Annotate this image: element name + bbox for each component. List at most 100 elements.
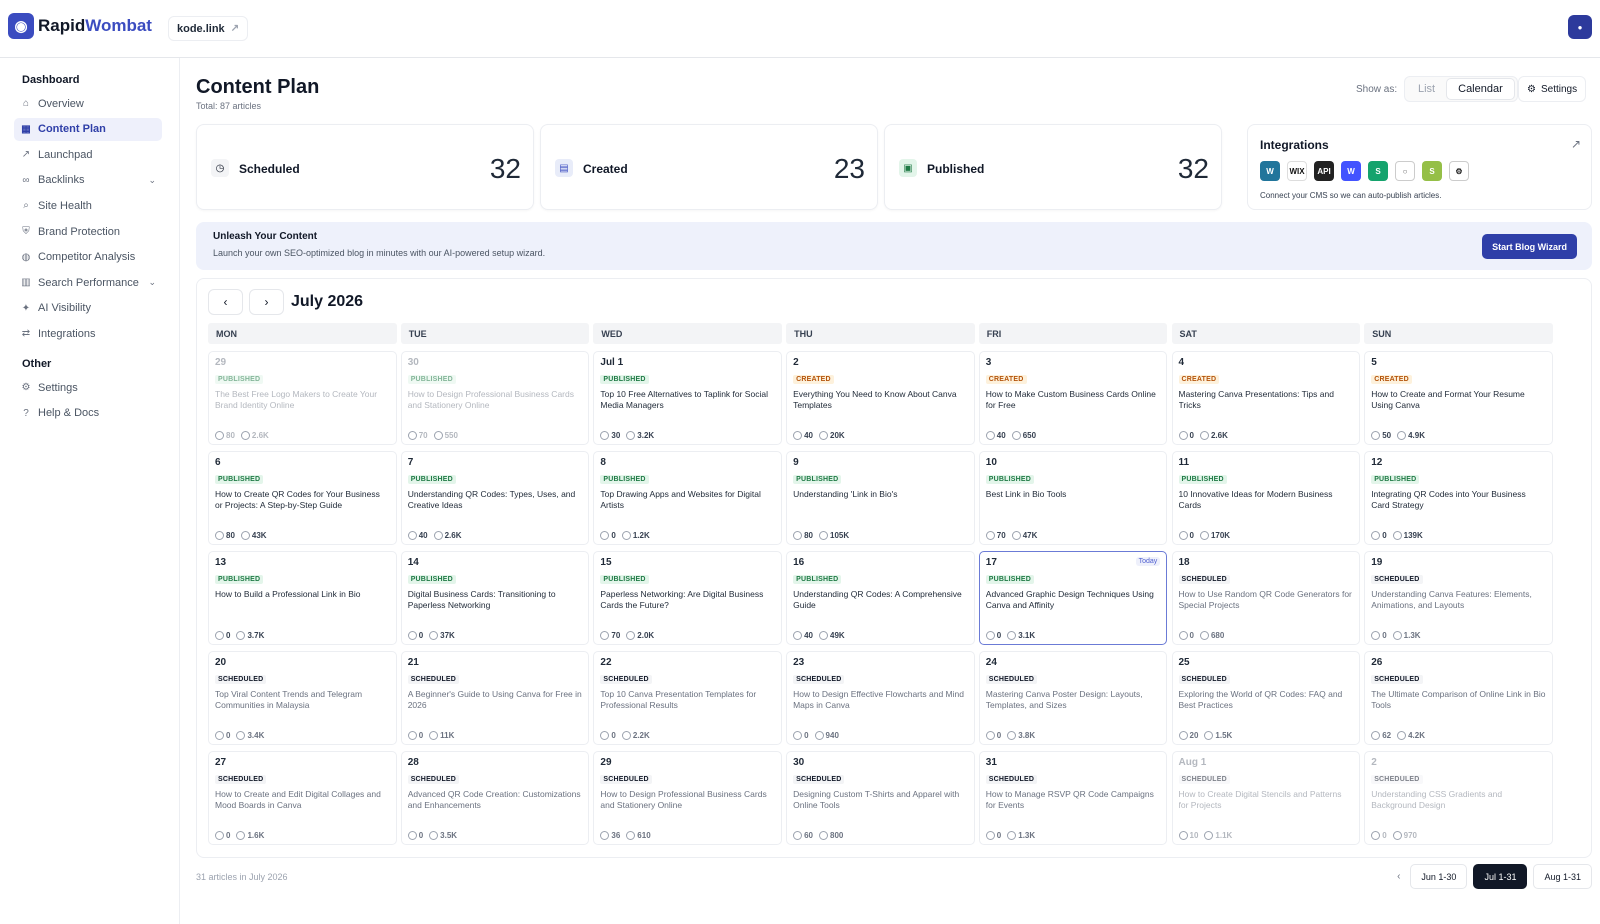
calendar-day-cell[interactable]: 11 PUBLISHED 10 Innovative Ideas for Moder…	[1171, 451, 1360, 545]
sidebar-item-settings[interactable]: ⚙ Settings	[14, 376, 162, 399]
calendar-day-cell[interactable]: 28 SCHEDULED Advanced QR Code Creation: Cu…	[400, 751, 590, 845]
article-title[interactable]: Mastering Canva Poster Design: Layouts, …	[985, 689, 1143, 710]
calendar-day-cell[interactable]: 10 PUBLISHED Best Link in Bio Tools 70 47K	[978, 451, 1168, 545]
article-title[interactable]: Understanding QR Codes: Types, Uses, and…	[407, 489, 576, 510]
stat-card-published[interactable]: ▣ Published 32	[884, 124, 1222, 210]
calendar-day-cell[interactable]: 16 PUBLISHED Understanding QR Codes: A Com…	[786, 551, 975, 645]
sidebar-item-brand-protection[interactable]: ⛨ Brand Protection	[14, 220, 162, 243]
stat-card-scheduled[interactable]: ◷ Scheduled 32	[196, 124, 534, 210]
calendar-day-cell[interactable]: 29 PUBLISHED The Best Free Logo Makers to …	[208, 351, 397, 445]
sidebar-item-backlinks[interactable]: ∞ Backlinks ⌄	[14, 169, 162, 192]
article-title[interactable]: How to Design Professional Business Card…	[600, 789, 767, 810]
article-title[interactable]: How to Manage RSVP QR Code Campaigns for…	[985, 789, 1154, 810]
stat-card-created[interactable]: ▤ Created 23	[540, 124, 878, 210]
article-title[interactable]: Top 10 Free Alternatives to Taplink for …	[600, 389, 768, 410]
article-title[interactable]: How to Build a Professional Link in Bio	[215, 589, 361, 599]
calendar-day-cell[interactable]: 5 CREATED How to Create and Format Your Re…	[1364, 351, 1553, 445]
sidebar-item-site-health[interactable]: ⌕ Site Health	[14, 194, 162, 217]
calendar-day-cell[interactable]: 25 SCHEDULED Exploring the World of QR Cod…	[1171, 651, 1360, 745]
sidebar-item-search-performance[interactable]: ▥ Search Performance ⌄	[14, 271, 162, 294]
calendar-day-cell[interactable]: Aug 1 SCHEDULED How to Create Digital Sten…	[1171, 751, 1360, 845]
wix-icon[interactable]: WIX	[1287, 161, 1307, 181]
article-title[interactable]: Understanding 'Link in Bio's	[793, 489, 898, 499]
calendar-day-cell[interactable]: 30 SCHEDULED Designing Custom T-Shirts and…	[786, 751, 975, 845]
shopify-s-icon[interactable]: S	[1368, 161, 1388, 181]
chevron-left-icon[interactable]: ‹	[1397, 871, 1401, 882]
sidebar-item-content-plan[interactable]: ▦ Content Plan	[14, 117, 162, 141]
calendar-view-button[interactable]: Calendar	[1446, 78, 1515, 100]
page-aug[interactable]: Aug 1-31	[1533, 864, 1592, 889]
sidebar-item-help-docs[interactable]: ? Help & Docs	[14, 402, 162, 425]
calendar-day-cell[interactable]: 27 SCHEDULED How to Create and Edit Digita…	[208, 751, 397, 845]
article-title[interactable]: How to Use Random QR Code Generators for…	[1178, 589, 1352, 610]
article-title[interactable]: How to Create QR Codes for Your Business…	[215, 489, 380, 510]
sidebar-item-overview[interactable]: ⌂ Overview	[14, 92, 162, 115]
article-title[interactable]: Understanding CSS Gradients and Backgrou…	[1371, 789, 1503, 810]
prev-month-button[interactable]: ‹	[208, 289, 243, 315]
article-title[interactable]: Exploring the World of QR Codes: FAQ and…	[1178, 689, 1343, 710]
webhook-icon[interactable]: ⚙	[1449, 161, 1469, 181]
article-title[interactable]: Understanding Canva Features: Elements, …	[1371, 589, 1532, 610]
calendar-day-cell[interactable]: 29 SCHEDULED How to Design Professional Bu…	[593, 751, 782, 845]
ghost-icon[interactable]: ○	[1395, 161, 1415, 181]
user-avatar[interactable]: ●	[1568, 15, 1592, 39]
calendar-day-cell[interactable]: 3 CREATED How to Make Custom Business Card…	[978, 351, 1168, 445]
calendar-day-cell[interactable]: 4 CREATED Mastering Canva Presentations: T…	[1171, 351, 1360, 445]
shopify-icon[interactable]: S	[1422, 161, 1442, 181]
article-title[interactable]: Top Drawing Apps and Websites for Digita…	[600, 489, 761, 510]
sidebar-item-ai-visibility[interactable]: ✦ AI Visibility	[14, 297, 162, 320]
calendar-day-cell[interactable]: 24 SCHEDULED Mastering Canva Poster Design…	[978, 651, 1168, 745]
sidebar-item-launchpad[interactable]: ↗ Launchpad	[14, 143, 162, 166]
calendar-day-cell[interactable]: 30 PUBLISHED How to Design Professional Bu…	[400, 351, 590, 445]
article-title[interactable]: A Beginner's Guide to Using Canva for Fr…	[407, 689, 582, 710]
article-title[interactable]: The Ultimate Comparison of Online Link i…	[1371, 689, 1546, 710]
article-title[interactable]: Designing Custom T-Shirts and Apparel wi…	[793, 789, 960, 810]
article-title[interactable]: How to Create and Edit Digital Collages …	[215, 789, 381, 810]
article-title[interactable]: Advanced QR Code Creation: Customization…	[407, 789, 581, 810]
article-title[interactable]: How to Design Effective Flowcharts and M…	[793, 689, 964, 710]
calendar-day-cell[interactable]: 18 SCHEDULED How to Use Random QR Code Gen…	[1171, 551, 1360, 645]
integrations-card[interactable]: Integrations ↗ W WIX API W S ○ S ⚙ Conne…	[1247, 124, 1592, 210]
brand-logo[interactable]: ◉ RapidWombat	[8, 13, 152, 39]
api-icon[interactable]: API	[1314, 161, 1334, 181]
site-selector[interactable]: kode.link ↗	[168, 16, 249, 41]
sidebar-item-integrations[interactable]: ⇄ Integrations	[14, 322, 162, 345]
article-title[interactable]: Top Viral Content Trends and Telegram Co…	[215, 689, 363, 710]
calendar-day-cell[interactable]: 6 PUBLISHED How to Create QR Codes for You…	[208, 451, 397, 545]
calendar-day-cell[interactable]: 13 PUBLISHED How to Build a Professional L…	[208, 551, 397, 645]
start-blog-wizard-button[interactable]: Start Blog Wizard	[1482, 234, 1577, 259]
article-title[interactable]: Integrating QR Codes into Your Business …	[1371, 489, 1526, 510]
calendar-day-cell[interactable]: 8 PUBLISHED Top Drawing Apps and Websites …	[593, 451, 782, 545]
calendar-day-cell[interactable]: 17 Today PUBLISHED Advanced Graphic Design …	[978, 551, 1168, 645]
calendar-day-cell[interactable]: 2 SCHEDULED Understanding CSS Gradients an…	[1364, 751, 1553, 845]
calendar-day-cell[interactable]: 14 PUBLISHED Digital Business Cards: Trans…	[400, 551, 590, 645]
settings-button[interactable]: ⚙ Settings	[1518, 76, 1587, 102]
article-title[interactable]: Paperless Networking: Are Digital Busine…	[600, 589, 764, 610]
next-month-button[interactable]: ›	[249, 289, 284, 315]
calendar-day-cell[interactable]: 20 SCHEDULED Top Viral Content Trends and …	[208, 651, 397, 745]
article-title[interactable]: The Best Free Logo Makers to Create Your…	[215, 389, 378, 410]
article-title[interactable]: Mastering Canva Presentations: Tips and …	[1178, 389, 1334, 410]
article-title[interactable]: Understanding QR Codes: A Comprehensive …	[793, 589, 962, 610]
article-title[interactable]: How to Make Custom Business Cards Online…	[985, 389, 1156, 410]
external-link-icon[interactable]: ↗	[230, 23, 240, 34]
article-title[interactable]: How to Create and Format Your Resume Usi…	[1371, 389, 1525, 410]
calendar-day-cell[interactable]: 2 CREATED Everything You Need to Know Abou…	[786, 351, 975, 445]
article-title[interactable]: How to Create Digital Stencils and Patte…	[1178, 789, 1342, 810]
chevron-down-icon[interactable]: ⌄	[148, 277, 156, 288]
article-title[interactable]: Advanced Graphic Design Techniques Using…	[985, 589, 1154, 610]
calendar-day-cell[interactable]: 21 SCHEDULED A Beginner's Guide to Using C…	[400, 651, 590, 745]
wordpress-icon[interactable]: W	[1260, 161, 1280, 181]
calendar-day-cell[interactable]: 31 SCHEDULED How to Manage RSVP QR Code Ca…	[978, 751, 1168, 845]
webflow-icon[interactable]: W	[1341, 161, 1361, 181]
chevron-down-icon[interactable]: ⌄	[148, 174, 156, 185]
page-jun[interactable]: Jun 1-30	[1410, 864, 1468, 889]
article-title[interactable]: 10 Innovative Ideas for Modern Business …	[1178, 489, 1333, 510]
article-title[interactable]: Top 10 Canva Presentation Templates for …	[600, 689, 757, 710]
page-jul[interactable]: Jul 1-31	[1473, 864, 1528, 889]
calendar-day-cell[interactable]: 19 SCHEDULED Understanding Canva Features:…	[1364, 551, 1553, 645]
calendar-day-cell[interactable]: 22 SCHEDULED Top 10 Canva Presentation Tem…	[593, 651, 782, 745]
calendar-day-cell[interactable]: 26 SCHEDULED The Ultimate Comparison of On…	[1364, 651, 1553, 745]
calendar-day-cell[interactable]: 23 SCHEDULED How to Design Effective Flowc…	[786, 651, 975, 745]
article-title[interactable]: Best Link in Bio Tools	[985, 489, 1067, 499]
